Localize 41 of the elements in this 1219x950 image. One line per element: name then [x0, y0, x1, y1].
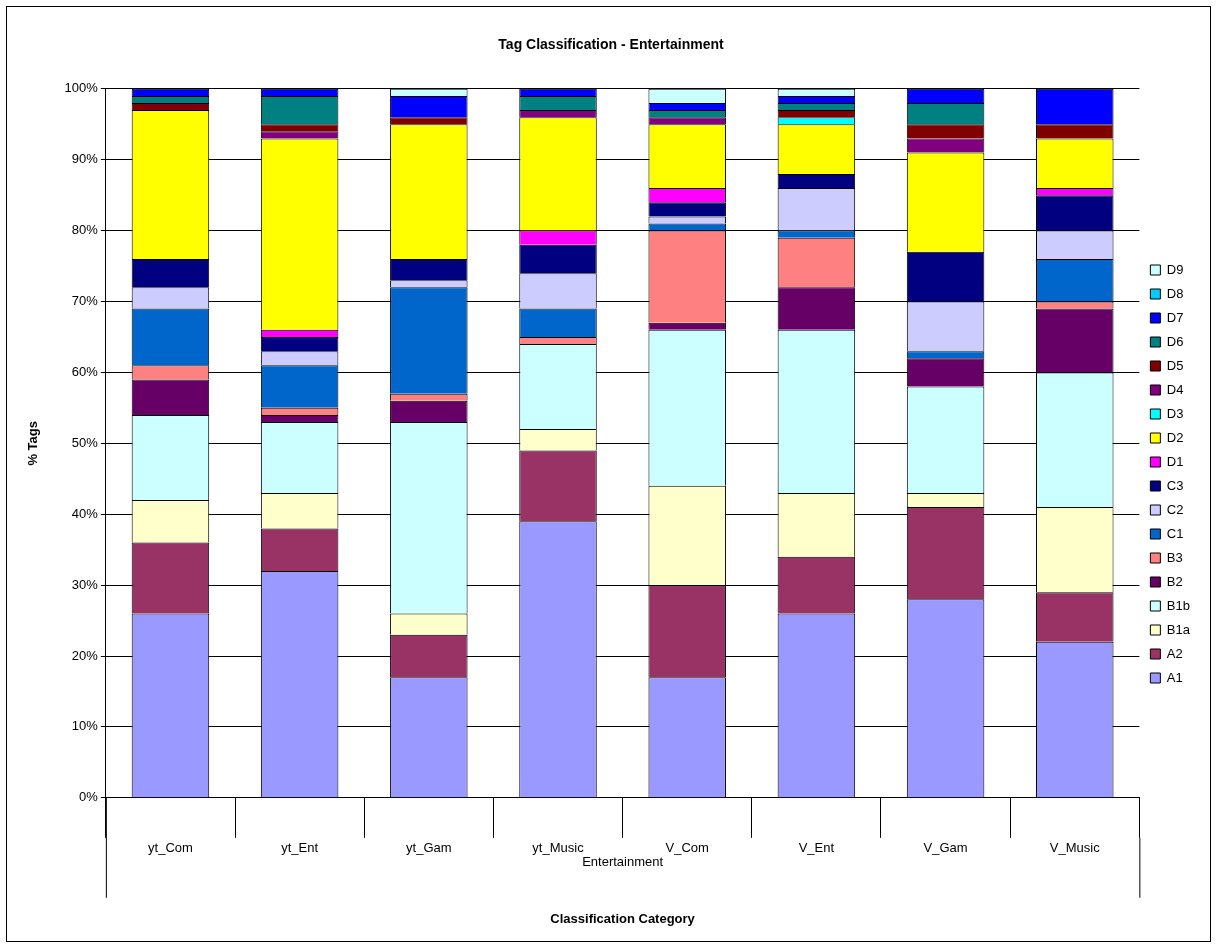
- legend-label: D2: [1166, 429, 1184, 445]
- chart-title: Tag Classification - Entertainment: [498, 36, 724, 53]
- legend-label: D4: [1166, 381, 1184, 397]
- y-tick-label: 80%: [71, 222, 99, 238]
- legend-label: D6: [1166, 333, 1184, 349]
- legend-label: D8: [1166, 285, 1184, 301]
- x-tick-label: yt_Music: [532, 840, 585, 856]
- legend-label: D5: [1166, 357, 1184, 373]
- y-tick-label: 70%: [71, 293, 99, 309]
- legend-label: D9: [1166, 261, 1184, 277]
- y-tick-label: 100%: [64, 80, 99, 96]
- x-tick-label: yt_Ent: [281, 840, 319, 856]
- legend-label: B3: [1166, 549, 1183, 565]
- legend-label: D1: [1166, 453, 1184, 469]
- legend-label: B1b: [1166, 597, 1191, 613]
- x-tick-label: yt_Com: [148, 840, 193, 856]
- legend-label: C2: [1166, 501, 1184, 517]
- x-tick-label: V_Music: [1049, 840, 1101, 856]
- y-axis-title: % Tags: [25, 421, 41, 466]
- x-axis-title: Classification Category: [550, 910, 696, 926]
- x-tick-label: yt_Gam: [406, 840, 452, 856]
- legend-label: C3: [1166, 477, 1184, 493]
- legend-label: C1: [1166, 525, 1184, 541]
- y-tick-label: 90%: [71, 151, 99, 167]
- y-tick-label: 30%: [71, 576, 99, 592]
- x-tick-label: V_Ent: [798, 840, 835, 856]
- legend-label: A2: [1166, 645, 1183, 661]
- y-tick-label: 50%: [71, 434, 99, 450]
- y-tick-label: 60%: [71, 363, 99, 379]
- legend-label: D3: [1166, 405, 1184, 421]
- y-tick-label: 10%: [71, 718, 99, 734]
- legend-label: B2: [1166, 573, 1183, 589]
- legend-label: A1: [1166, 669, 1183, 685]
- legend-label: D7: [1166, 309, 1184, 325]
- y-tick-label: 20%: [71, 647, 99, 663]
- text: Entertainment: [582, 854, 664, 870]
- y-tick-label: 40%: [71, 505, 99, 521]
- legend-label: B1a: [1166, 621, 1191, 637]
- x-tick-label: V_Gam: [923, 840, 968, 856]
- x-tick-label: V_Com: [665, 840, 709, 856]
- y-tick-label: 0%: [79, 789, 99, 805]
